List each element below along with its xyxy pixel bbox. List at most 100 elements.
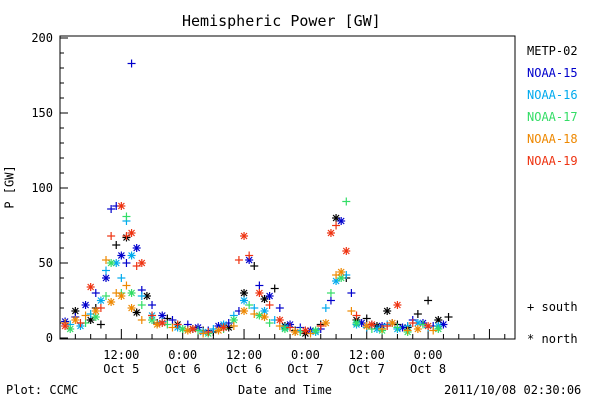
x-tick-time-label: 0:00	[414, 348, 443, 362]
south-point-metp-02	[270, 284, 279, 293]
north-point-noaa-19	[275, 316, 284, 324]
south-point-noaa-18	[229, 322, 238, 330]
south-point-noaa-18	[137, 316, 146, 324]
south-point-noaa-16	[321, 304, 330, 312]
south-point-noaa-18	[429, 326, 438, 335]
legend-south: + south	[527, 300, 578, 314]
south-point-noaa-19	[352, 311, 361, 320]
south-point-noaa-17	[245, 301, 254, 309]
legend-noaa16: NOAA-16	[527, 88, 578, 102]
south-point-noaa-15	[275, 304, 284, 312]
chart-title: Hemispheric Power [GW]	[182, 12, 381, 30]
north-point-noaa-18	[183, 326, 192, 335]
north-point-noaa-19	[240, 232, 249, 240]
south-point-noaa-19	[76, 319, 85, 327]
data-points	[61, 59, 453, 338]
south-point-noaa-19	[245, 251, 254, 260]
x-tick-time-label: 0:00	[291, 348, 320, 362]
x-tick-time-label: 0:00	[168, 348, 197, 362]
legend-north: * north	[527, 332, 578, 346]
north-point-noaa-18	[127, 304, 136, 312]
north-point-noaa-19	[301, 326, 310, 335]
north-point-noaa-15	[337, 217, 346, 225]
south-point-noaa-18	[199, 329, 208, 338]
south-point-noaa-17	[393, 323, 402, 332]
north-point-metp-02	[240, 289, 249, 297]
south-point-noaa-15	[255, 281, 264, 290]
north-point-noaa-18	[388, 319, 397, 327]
x-axis-label: Date and Time	[238, 383, 332, 397]
footer-credit: Plot: CCMC	[6, 383, 79, 397]
south-point-noaa-17	[342, 197, 351, 206]
north-point-noaa-19	[61, 322, 70, 330]
y-tick-label: 100	[31, 181, 53, 195]
south-point-noaa-15	[127, 59, 136, 68]
north-marker-symbol: *	[527, 332, 535, 346]
y-axis: 0 50 100 150 200	[31, 31, 68, 345]
south-point-noaa-16	[117, 274, 126, 282]
north-point-noaa-17	[311, 326, 320, 335]
footer-timestamp: 2011/10/08 02:30:06	[444, 383, 582, 397]
north-point-noaa-19	[137, 259, 146, 267]
north-point-noaa-19	[326, 229, 335, 237]
north-marker-label: north	[541, 332, 578, 346]
south-point-noaa-18	[122, 281, 131, 290]
south-point-noaa-19	[408, 319, 417, 327]
legend-noaa19: NOAA-19	[527, 154, 578, 168]
x-tick-date-label: Oct 6	[165, 362, 201, 376]
north-point-noaa-18	[117, 292, 126, 300]
x-tick-date-label: Oct 8	[410, 362, 446, 376]
north-point-metp-02	[383, 307, 392, 315]
north-point-noaa-19	[219, 323, 228, 332]
north-point-noaa-17	[280, 325, 289, 333]
y-tick-label: 0	[46, 331, 53, 345]
south-point-noaa-16	[137, 292, 146, 300]
south-point-noaa-17	[418, 320, 427, 329]
south-point-metp-02	[250, 262, 259, 270]
south-point-noaa-19	[234, 256, 243, 264]
north-point-noaa-17	[107, 259, 116, 267]
north-point-noaa-15	[158, 311, 167, 320]
south-point-noaa-19	[148, 311, 157, 320]
south-point-noaa-15	[91, 289, 100, 297]
south-point-noaa-18	[102, 256, 111, 264]
north-point-noaa-19	[393, 301, 402, 309]
y-tick-label: 50	[39, 256, 53, 270]
north-point-noaa-15	[245, 256, 254, 264]
x-tick-date-label: Oct 6	[226, 362, 262, 376]
south-point-noaa-19	[96, 304, 105, 312]
north-point-noaa-19	[255, 289, 264, 297]
north-point-noaa-19	[424, 322, 433, 330]
south-point-noaa-15	[347, 289, 356, 297]
north-point-noaa-17	[352, 319, 361, 327]
north-point-noaa-15	[132, 244, 141, 252]
north-point-noaa-19	[117, 202, 126, 210]
south-point-noaa-15	[107, 205, 116, 213]
south-point-metp-02	[413, 310, 422, 318]
south-point-noaa-18	[168, 323, 177, 332]
south-point-noaa-17	[122, 212, 131, 221]
south-point-noaa-15	[168, 316, 177, 324]
north-point-noaa-18	[321, 319, 330, 327]
north-point-noaa-19	[188, 325, 197, 333]
y-tick-label: 150	[31, 106, 53, 120]
x-tick-date-label: Oct 5	[103, 362, 139, 376]
south-point-metp-02	[362, 314, 371, 323]
x-tick-time-label: 12:00	[226, 348, 262, 362]
north-point-noaa-18	[240, 307, 249, 315]
north-point-noaa-17	[127, 289, 136, 297]
south-point-noaa-17	[194, 326, 203, 335]
south-point-noaa-18	[347, 307, 356, 315]
south-point-noaa-17	[265, 319, 274, 327]
south-point-noaa-17	[163, 320, 172, 329]
south-point-metp-02	[96, 320, 105, 329]
south-point-noaa-16	[102, 266, 111, 275]
x-tick-date-label: Oct 7	[349, 362, 385, 376]
south-point-noaa-15	[148, 301, 157, 309]
south-point-noaa-19	[383, 322, 392, 330]
north-point-noaa-18	[260, 313, 269, 321]
south-point-metp-02	[112, 241, 121, 249]
north-point-noaa-15	[117, 251, 126, 260]
